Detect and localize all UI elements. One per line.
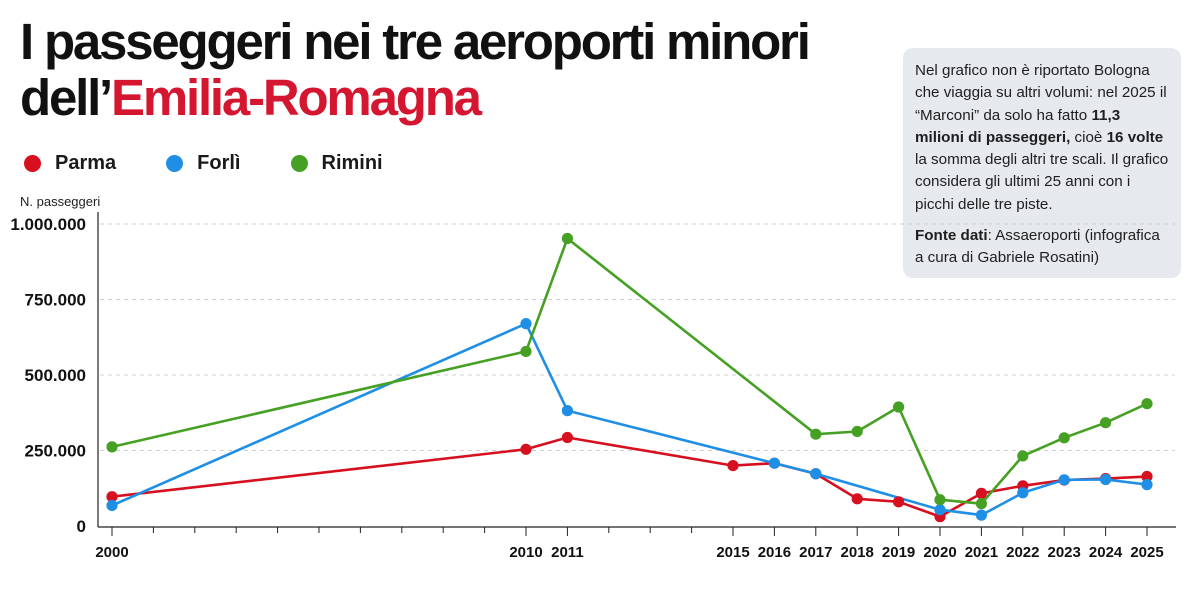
data-point	[561, 405, 574, 417]
y-tick-label: 1.000.000	[10, 215, 86, 234]
y-tick-label: 0	[77, 517, 86, 536]
data-point	[1058, 474, 1070, 486]
legend: Parma Forlì Rimini	[24, 152, 433, 175]
chart-title: I passeggeri nei tre aeroporti minori de…	[20, 13, 811, 126]
legend-label-rimini: Rimini	[321, 152, 383, 174]
x-tick-label: 2010	[509, 544, 542, 561]
legend-marker-parma	[24, 155, 41, 172]
x-tick-label: 2019	[882, 544, 915, 561]
legend-label-parma: Parma	[55, 152, 117, 174]
data-point	[851, 425, 863, 438]
legend-item-forli: Forlì	[166, 152, 241, 175]
info-bold-passengers: 11,3 milioni di passeggeri,	[915, 106, 1121, 146]
data-point	[851, 493, 863, 505]
x-tick-label: 2000	[95, 544, 128, 561]
info-text-1: Nel grafico non è riportato Bologna che …	[915, 62, 1167, 124]
data-point	[1058, 432, 1070, 444]
data-point	[561, 431, 574, 444]
legend-item-rimini: Rimini	[290, 152, 383, 175]
data-point	[520, 318, 532, 330]
data-point	[934, 494, 946, 506]
y-tick-label: 250.000	[25, 442, 86, 461]
data-point	[106, 491, 118, 503]
y-axis-label: N. passeggeri	[20, 194, 101, 209]
data-point	[934, 504, 946, 516]
x-tick-label: 2011	[551, 544, 584, 561]
data-point	[893, 401, 905, 413]
x-tick-label: 2017	[799, 544, 832, 561]
x-tick-label: 2018	[841, 544, 874, 561]
x-tick-label: 2016	[758, 544, 791, 561]
series-lines	[106, 232, 1153, 523]
y-tick-label: 750.000	[25, 291, 86, 310]
x-tick-label: 2025	[1130, 544, 1163, 561]
data-point	[1017, 450, 1029, 462]
data-point	[520, 345, 532, 358]
series-line-2	[110, 237, 1149, 506]
series-line-1	[110, 322, 1149, 517]
y-tick-label: 500.000	[25, 366, 86, 385]
legend-item-parma: Parma	[24, 152, 116, 175]
data-point	[1141, 398, 1153, 410]
data-point	[768, 457, 781, 469]
info-source-label: Fonte dati	[915, 227, 988, 245]
x-axis: 2000 2010 2011 2015 2016 2017 2018 2019 2020 2021…	[95, 526, 1176, 561]
data-point	[106, 499, 118, 512]
data-point	[975, 487, 988, 499]
info-source-text: : Assaeroporti (infografica a cura di Ga…	[915, 227, 1160, 267]
x-tick-label: 2024	[1089, 544, 1123, 561]
legend-marker-forli	[166, 155, 184, 172]
x-tick-label: 2020	[923, 544, 956, 561]
info-text: Nel grafico non è riportato Bologna che …	[915, 60, 1171, 216]
data-point	[1141, 479, 1153, 491]
data-point	[810, 428, 822, 440]
data-point	[520, 443, 532, 455]
x-tick-label: 2015	[716, 544, 749, 561]
legend-marker-rimini	[290, 155, 308, 172]
info-text-2: cioè	[1070, 128, 1107, 146]
x-tick-label: 2023	[1048, 544, 1081, 561]
data-point	[810, 468, 822, 480]
info-bold-times: 16 volte	[1106, 128, 1164, 146]
info-text-3: la somma degli altri tre scali. Il grafi…	[915, 151, 1169, 213]
x-tick-label: 2021	[965, 544, 998, 561]
data-point	[561, 232, 574, 245]
data-point	[1017, 487, 1029, 499]
title-line-1: I passeggeri nei tre aeroporti minori	[20, 13, 811, 70]
data-point	[893, 496, 905, 508]
y-axis: 0 250.000 500.000 750.000 1.000.000	[10, 212, 99, 536]
data-point	[106, 441, 118, 453]
title-line-2-prefix: dell’	[20, 69, 113, 126]
data-point	[1100, 417, 1112, 429]
data-point	[975, 498, 988, 510]
data-point	[1141, 470, 1153, 483]
data-point	[727, 460, 739, 472]
info-box: Nel grafico non è riportato Bologna che …	[903, 48, 1181, 278]
gridlines	[100, 223, 1175, 451]
info-source: Fonte dati: Assaeroporti (infografica a …	[915, 225, 1171, 270]
data-point	[975, 509, 988, 521]
x-tick-label: 2022	[1006, 544, 1039, 561]
data-point	[1100, 473, 1112, 486]
series-line-0	[110, 436, 1149, 518]
legend-label-forli: Forlì	[197, 152, 241, 174]
title-line-2-accent: Emilia-Romagna	[111, 69, 482, 126]
